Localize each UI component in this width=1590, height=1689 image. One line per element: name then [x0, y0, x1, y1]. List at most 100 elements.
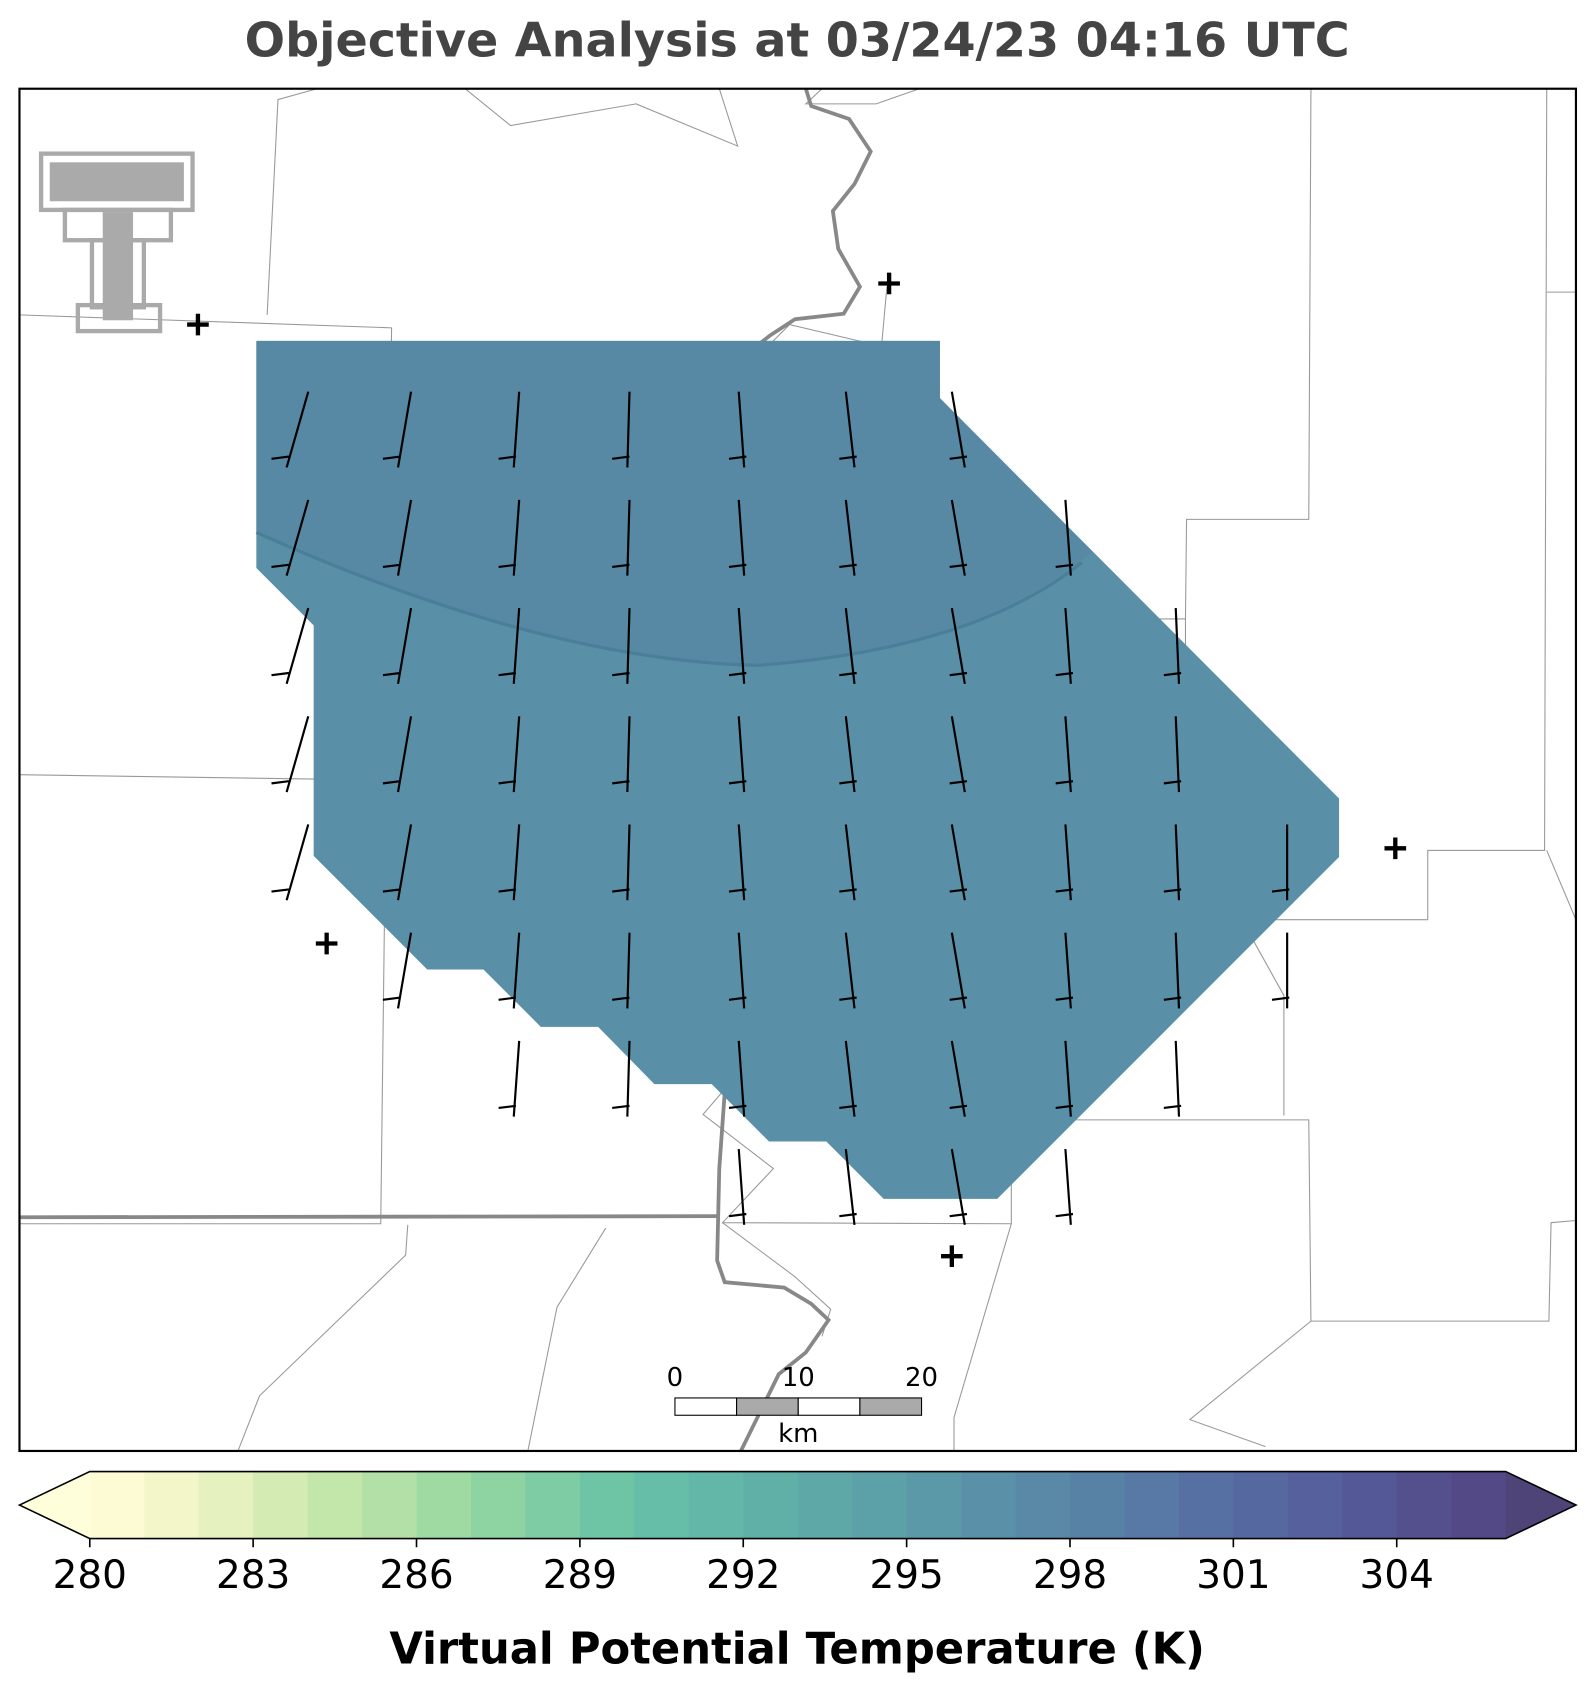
wind-barb	[612, 1040, 631, 1117]
colorbar-bin	[797, 1471, 853, 1539]
wind-barb	[728, 1149, 747, 1225]
wind-barb	[382, 607, 413, 685]
wind-barb	[839, 607, 857, 684]
wind-barb	[612, 824, 631, 901]
colorbar-tick-label: 295	[869, 1553, 943, 1598]
colorbar-tick-label: 292	[706, 1553, 780, 1598]
colorbar-label: Virtual Potential Temperature (K)	[389, 1625, 1205, 1675]
wind-barb	[1271, 824, 1290, 901]
wind-barb	[839, 499, 857, 576]
colorbar-bin	[307, 1471, 363, 1539]
wind-barb	[949, 824, 968, 901]
wind-barb	[949, 499, 968, 576]
colorbar-tick-label: 286	[379, 1553, 453, 1598]
wind-barb	[612, 499, 631, 576]
colorbar-tick-label: 304	[1360, 1553, 1434, 1598]
colorbar-bin	[1233, 1471, 1289, 1539]
station-markers	[187, 272, 1407, 1268]
wind-barb	[1163, 824, 1182, 901]
wind-barb	[728, 391, 747, 468]
colorbar-tick-label: 283	[216, 1553, 290, 1598]
wind-barb	[271, 607, 310, 685]
wind-barb	[839, 391, 857, 468]
wind-barb	[498, 716, 521, 793]
colorbar-bin	[961, 1471, 1017, 1539]
wind-barb	[271, 715, 310, 793]
wind-barb	[382, 499, 413, 576]
colorbar-tick-label: 301	[1196, 1553, 1270, 1598]
colorbar-bin	[1069, 1471, 1125, 1539]
wind-barb	[949, 1040, 968, 1117]
logo	[38, 151, 195, 334]
wind-barb	[949, 607, 968, 685]
colorbar-bin	[579, 1471, 635, 1539]
colorbar-bin	[89, 1471, 145, 1539]
wind-barb	[1163, 1040, 1182, 1117]
wind-barb	[728, 1040, 747, 1117]
wind-barb	[382, 716, 413, 793]
scale-segment	[736, 1397, 799, 1416]
colorbar-bin	[688, 1471, 744, 1539]
wind-barb	[728, 608, 747, 684]
scale-segment	[674, 1397, 738, 1416]
wind-barb	[728, 824, 747, 901]
colorbar-bin	[144, 1471, 200, 1539]
scale-tick-label: 0	[667, 1363, 684, 1393]
colorbar-bin	[198, 1471, 254, 1539]
colorbar-extend-low	[19, 1471, 90, 1539]
colorbar-bin	[470, 1471, 526, 1539]
wind-barb	[728, 716, 747, 793]
colorbar-bin	[416, 1471, 472, 1539]
wind-barb	[1163, 932, 1182, 1009]
wind-barb	[271, 824, 310, 901]
wind-barb	[498, 499, 521, 576]
wind-barb	[949, 391, 968, 468]
wind-barb	[612, 391, 631, 468]
colorbar-bin	[525, 1471, 581, 1539]
wind-barb	[612, 608, 631, 684]
wind-barb	[1163, 608, 1182, 684]
scale-segment	[797, 1397, 861, 1416]
wind-barbs	[271, 391, 1290, 1226]
wind-barb	[839, 824, 857, 901]
wind-barb	[949, 716, 968, 793]
map: 0 10 20 km	[18, 87, 1578, 1453]
wind-barb	[271, 499, 310, 576]
colorbar-bin	[253, 1471, 309, 1539]
wind-barb	[612, 716, 631, 793]
colorbar-bin	[743, 1471, 799, 1539]
wind-barb	[1271, 932, 1290, 1009]
wind-barb	[728, 932, 747, 1009]
wind-barb	[839, 932, 857, 1009]
colorbar-bin	[852, 1471, 908, 1539]
colorbar-bin	[906, 1471, 962, 1539]
colorbar-bin	[1342, 1471, 1398, 1539]
colorbar-bin	[362, 1471, 418, 1539]
scale-bar: 0 10 20 km	[667, 1363, 938, 1449]
colorbar-bin	[1015, 1471, 1071, 1539]
wind-barb	[1055, 824, 1074, 901]
title: Objective Analysis at 03/24/23 04:16 UTC	[245, 13, 1350, 68]
wind-barb	[1055, 716, 1074, 793]
colorbar-bin	[1396, 1471, 1452, 1539]
colorbar-bin	[634, 1471, 690, 1539]
wind-barb	[949, 1148, 968, 1226]
wind-barb	[1055, 932, 1074, 1009]
wind-barb	[612, 932, 631, 1009]
wind-barb	[728, 499, 747, 576]
colorbar: 280 283 286 289 292 295 298 301 304	[17, 1470, 1578, 1598]
wind-barb	[1055, 499, 1074, 576]
wind-barb	[382, 932, 413, 1009]
wind-barb	[1055, 1149, 1074, 1225]
wind-barb	[839, 1148, 857, 1225]
wind-barb	[839, 1040, 857, 1117]
scale-segment	[859, 1397, 923, 1416]
wind-barb	[498, 608, 521, 684]
wind-barb	[498, 1040, 521, 1117]
scale-unit: km	[778, 1419, 818, 1449]
wind-barb	[382, 391, 413, 468]
colorbar-tick-label: 289	[543, 1553, 617, 1598]
wind-barb	[382, 824, 413, 901]
